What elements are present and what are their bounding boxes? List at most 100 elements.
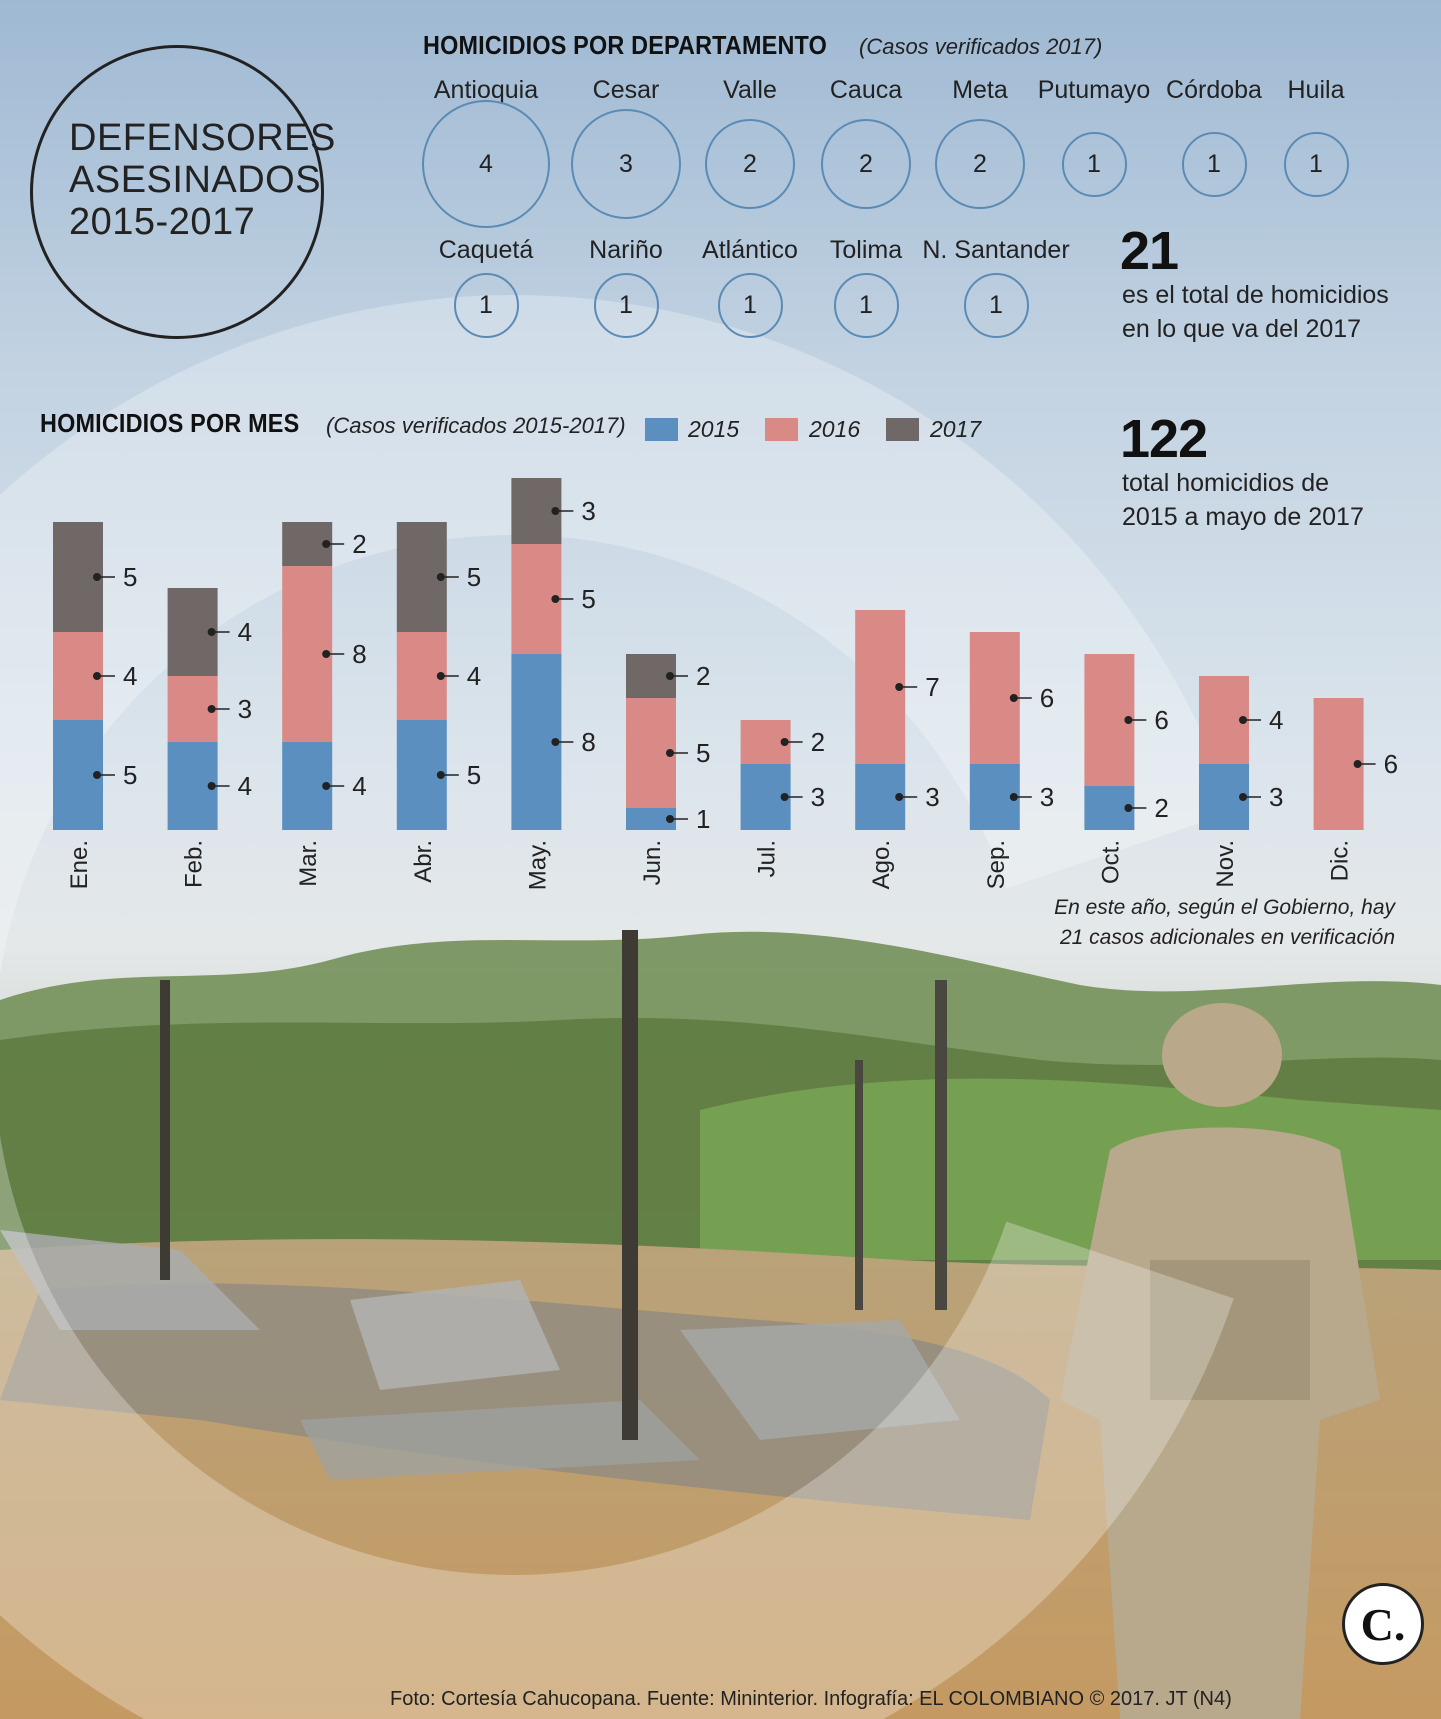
data-label-dot xyxy=(93,771,101,779)
data-label: 1 xyxy=(696,804,710,834)
data-label: 3 xyxy=(238,694,252,724)
data-label: 2 xyxy=(696,661,710,691)
data-label-dot xyxy=(666,749,674,757)
department-count-bubble: 3 xyxy=(571,109,681,219)
stat-total-number: 122 xyxy=(1120,409,1208,469)
data-label-dot xyxy=(780,793,789,801)
data-label-dot xyxy=(895,793,904,801)
data-label: 2 xyxy=(352,529,366,559)
data-label-dot xyxy=(436,573,445,581)
legend-swatch-2017 xyxy=(886,418,919,441)
monthly-heading: HOMICIDIOS POR MES xyxy=(40,408,300,438)
department-name: Córdoba xyxy=(1166,76,1262,104)
department-name: Huila xyxy=(1287,76,1345,104)
data-label-dot xyxy=(780,738,789,746)
data-label-dot xyxy=(1239,716,1247,724)
department-name: Cauca xyxy=(829,76,903,104)
data-label-dot xyxy=(1239,793,1247,801)
department-count-bubble: 4 xyxy=(422,100,550,228)
department-count-bubble: 2 xyxy=(821,119,911,209)
data-label: 6 xyxy=(1040,683,1054,713)
data-label: 4 xyxy=(1269,705,1283,735)
bar-segment-2015 xyxy=(626,808,676,830)
data-label-dot xyxy=(1353,760,1362,768)
data-label: 8 xyxy=(581,727,595,757)
title-line-2: ASESINADOS xyxy=(69,159,322,201)
data-label: 7 xyxy=(925,672,939,702)
data-label: 6 xyxy=(1154,705,1168,735)
data-label-dot xyxy=(1009,694,1018,702)
department-count-bubble: 1 xyxy=(717,272,783,338)
data-label: 3 xyxy=(1269,782,1283,812)
department-name: Nariño xyxy=(589,236,663,264)
data-label-dot xyxy=(1124,716,1133,724)
data-label-dot xyxy=(551,738,560,746)
x-tick-label: Mar. xyxy=(295,840,322,887)
department-name: Cesar xyxy=(592,76,660,104)
data-label-dot xyxy=(93,672,101,680)
department-name: Valle xyxy=(723,76,777,104)
legend-label-2016: 2016 xyxy=(809,416,861,442)
data-label-dot xyxy=(207,705,216,713)
data-label: 3 xyxy=(925,782,939,812)
stat-2017-line-2: en lo que va del 2017 xyxy=(1122,315,1362,343)
legend-label-2015: 2015 xyxy=(688,416,740,442)
data-label: 2 xyxy=(811,727,825,757)
verification-note: En este año, según el Gobierno, hay 21 c… xyxy=(900,893,1395,953)
department-name: Caquetá xyxy=(438,236,534,264)
title-line-3: 2015-2017 xyxy=(69,201,256,243)
x-tick-label: Oct. xyxy=(1097,840,1124,884)
data-label: 4 xyxy=(238,617,252,647)
x-tick-label: Abr. xyxy=(410,840,437,883)
data-label-dot xyxy=(207,628,216,636)
department-count-bubble: 1 xyxy=(1181,131,1247,197)
title-line-1: DEFENSORES xyxy=(69,117,336,159)
department-subheading: (Casos verificados 2017) xyxy=(859,34,1103,59)
note-line-2: 21 casos adicionales en verificación xyxy=(1059,926,1395,949)
data-label-dot xyxy=(322,782,331,790)
department-name: Tolima xyxy=(829,236,903,264)
data-label: 5 xyxy=(696,738,710,768)
data-label-dot xyxy=(93,573,101,581)
data-label-dot xyxy=(436,771,445,779)
legend-swatch-2016 xyxy=(765,418,798,441)
data-label-dot xyxy=(895,683,904,691)
photo-credit: Foto: Cortesía Cahucopana. Fuente: Minin… xyxy=(390,1688,1232,1710)
department-name: Putumayo xyxy=(1037,76,1151,104)
department-count-bubble: 1 xyxy=(833,272,899,338)
department-count-bubble: 1 xyxy=(1061,131,1127,197)
data-label: 4 xyxy=(238,771,252,801)
monthly-subheading: (Casos verificados 2015-2017) xyxy=(326,413,626,438)
stat-total-line-1: total homicidios de xyxy=(1122,469,1330,497)
legend-swatch-2015 xyxy=(645,418,678,441)
department-count-bubble: 1 xyxy=(963,272,1029,338)
data-label-dot xyxy=(551,507,560,515)
data-label: 5 xyxy=(123,562,137,592)
data-label: 5 xyxy=(123,760,137,790)
data-label: 4 xyxy=(467,661,481,691)
data-label: 3 xyxy=(581,496,595,526)
department-heading-row: HOMICIDIOS POR DEPARTAMENTO (Casos verif… xyxy=(423,28,1123,62)
data-label: 3 xyxy=(811,782,825,812)
department-name: N. Santander xyxy=(922,236,1070,264)
data-label-dot xyxy=(1009,793,1018,801)
x-tick-label: Feb. xyxy=(181,840,208,888)
el-colombiano-logo: C. xyxy=(1342,1583,1424,1665)
data-label: 4 xyxy=(352,771,366,801)
department-count-bubble: 2 xyxy=(705,119,795,209)
department-count-bubble: 1 xyxy=(1283,131,1349,197)
data-label-dot xyxy=(322,650,331,658)
x-tick-label: Jul. xyxy=(754,840,781,877)
data-label-dot xyxy=(207,782,216,790)
data-label: 2 xyxy=(1154,793,1168,823)
department-heading: HOMICIDIOS POR DEPARTAMENTO xyxy=(423,30,827,60)
department-count-bubble: 2 xyxy=(935,119,1025,209)
department-count-bubble: 1 xyxy=(453,272,519,338)
department-name: Atlántico xyxy=(702,236,798,264)
x-tick-label: Dic. xyxy=(1327,840,1354,881)
x-tick-label: Jun. xyxy=(639,840,666,885)
data-label-dot xyxy=(551,595,560,603)
department-count-bubble: 1 xyxy=(593,272,659,338)
